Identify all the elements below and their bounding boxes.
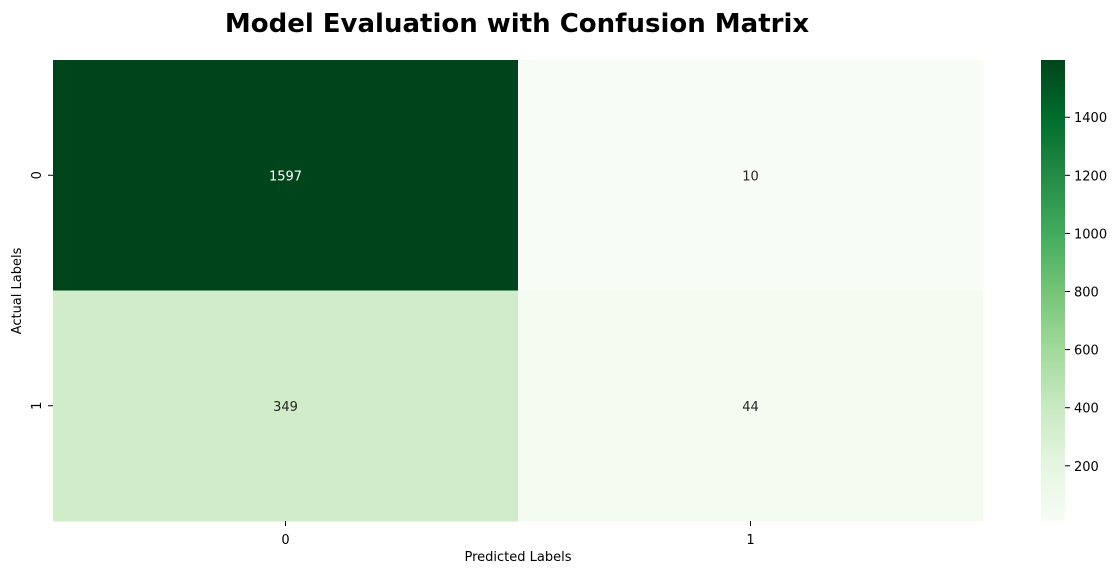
x-axis-label: Predicted Labels bbox=[464, 550, 571, 565]
heatmap-cells bbox=[53, 60, 984, 522]
heatmap-cell-label-0-0: 1597 bbox=[269, 169, 302, 184]
heatmap-cell-0-1 bbox=[518, 60, 984, 291]
heatmap-cell-label-1-0: 349 bbox=[273, 400, 298, 415]
colorbar-tick-label-1400: 1400 bbox=[1074, 111, 1107, 126]
colorbar-tick-label-800: 800 bbox=[1074, 286, 1099, 301]
heatmap-cell-0-0 bbox=[53, 60, 519, 291]
colorbar-tick-label-600: 600 bbox=[1074, 344, 1099, 359]
colorbar bbox=[1041, 60, 1065, 521]
heatmap-cell-labels: 1597 10 349 44 bbox=[269, 169, 759, 415]
y-axis-ticks: 01 bbox=[30, 171, 53, 410]
colorbar-ticks: 200 400 600 800 1000 1200 1400 bbox=[1065, 111, 1107, 475]
colorbar-tick-label-400: 400 bbox=[1074, 402, 1099, 417]
y-axis-label: Actual Labels bbox=[10, 247, 25, 334]
heatmap-cell-1-0 bbox=[53, 290, 519, 522]
y-tick-label-0: 0 bbox=[30, 171, 45, 179]
colorbar-tick-label-200: 200 bbox=[1074, 460, 1099, 475]
x-tick-label-1: 1 bbox=[746, 533, 754, 548]
colorbar-tick-label-1000: 1000 bbox=[1074, 227, 1107, 242]
heatmap-cell-label-0-1: 10 bbox=[742, 169, 759, 184]
colorbar-tick-label-1200: 1200 bbox=[1074, 169, 1107, 184]
heatmap-cell-label-1-1: 44 bbox=[742, 400, 759, 415]
heatmap-cell-1-1 bbox=[518, 290, 984, 522]
x-tick-label-0: 0 bbox=[281, 533, 289, 548]
chart-title: Model Evaluation with Confusion Matrix bbox=[225, 9, 810, 39]
y-tick-label-1: 1 bbox=[30, 402, 45, 410]
